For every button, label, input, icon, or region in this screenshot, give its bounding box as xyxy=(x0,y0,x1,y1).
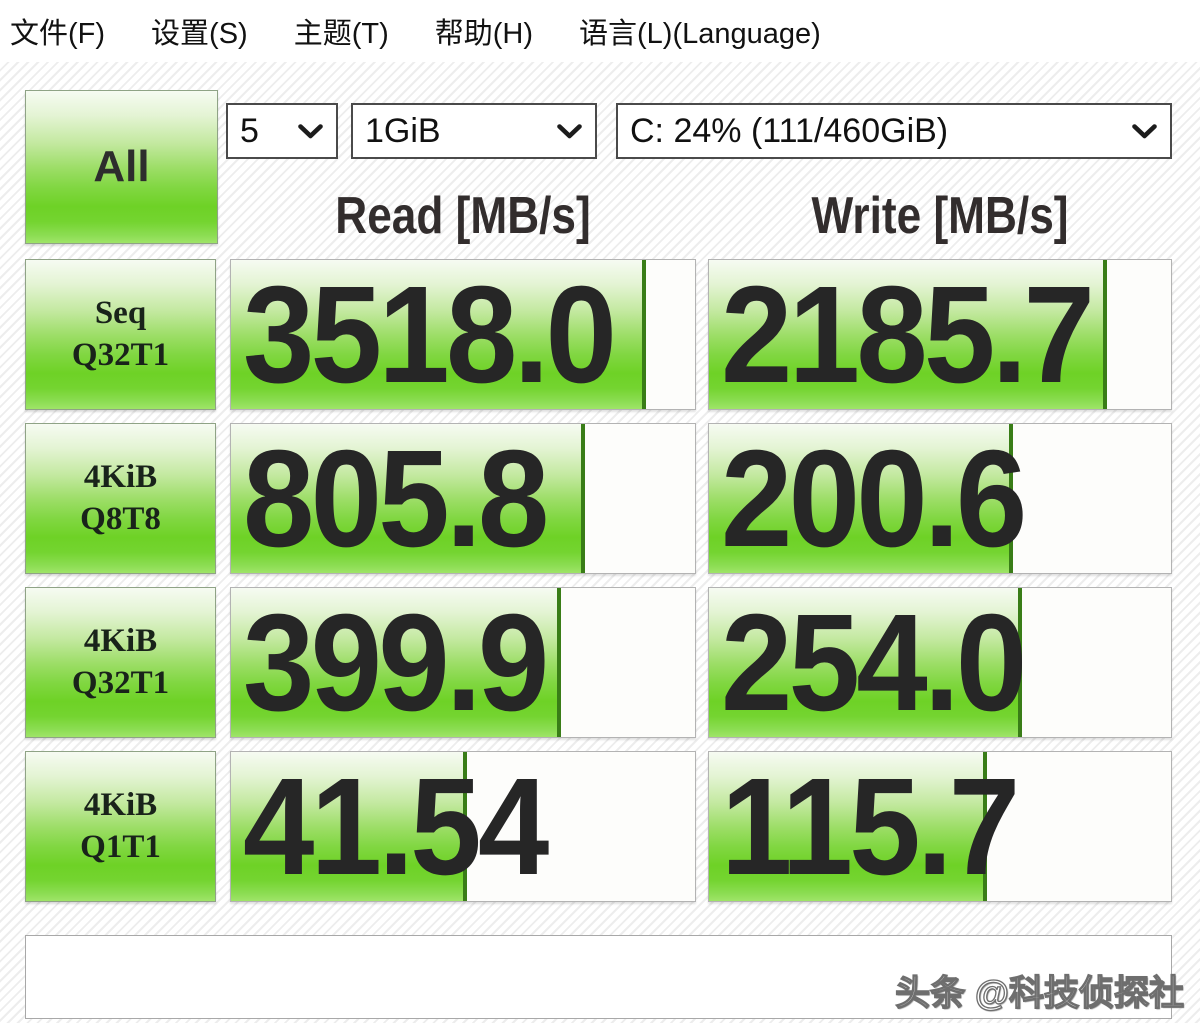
menu-item-theme[interactable]: 主题(T) xyxy=(293,18,389,50)
test-label-line1: 4KiB xyxy=(83,787,158,824)
test-label-button-4kib-q1t1[interactable]: 4KiB Q1T1 xyxy=(25,751,216,902)
menu-item-settings[interactable]: 设置(S) xyxy=(151,18,248,50)
read-result-bar xyxy=(231,752,468,901)
test-label-line2: Q8T8 xyxy=(80,500,161,537)
write-result-cell: 200.6 xyxy=(708,423,1172,574)
write-result-bar xyxy=(709,588,1022,737)
watermark-text: 头条 @科技侦探社 xyxy=(894,973,1184,1013)
menu-bar: 文件(F) 设置(S) 主题(T) 帮助(H) 语言(L)(Language) xyxy=(0,0,1200,62)
write-result-cell: 115.7 xyxy=(708,751,1172,902)
all-test-button[interactable]: All xyxy=(25,90,218,244)
test-label-line2: Q32T1 xyxy=(71,664,170,701)
target-drive-dropdown[interactable]: C: 24% (111/460GiB) xyxy=(616,103,1172,159)
test-label-button-4kib-q32t1[interactable]: 4KiB Q32T1 xyxy=(25,587,216,738)
read-result-value: 3518.0 xyxy=(243,259,617,410)
test-count-value: 5 xyxy=(240,111,259,150)
menu-item-file[interactable]: 文件(F) xyxy=(10,18,106,50)
write-result-bar xyxy=(709,424,1013,573)
write-result-value: 200.6 xyxy=(721,423,1027,574)
menu-item-help[interactable]: 帮助(H) xyxy=(434,18,533,50)
result-row-4kib-q8t8: 4KiB Q8T8 805.8 200.6 xyxy=(25,423,1172,574)
write-result-value: 115.7 xyxy=(721,751,1020,902)
results-grid: Seq Q32T1 3518.0 2185.7 4KiB Q8T8 xyxy=(25,259,1172,902)
write-result-value: 254.0 xyxy=(721,587,1027,738)
chevron-down-icon xyxy=(298,123,323,138)
test-count-dropdown[interactable]: 5 xyxy=(226,103,338,159)
chevron-down-icon xyxy=(557,123,582,138)
read-result-cell: 3518.0 xyxy=(230,259,696,410)
read-result-cell: 41.54 xyxy=(230,751,696,902)
test-label-button-4kib-q8t8[interactable]: 4KiB Q8T8 xyxy=(25,423,216,574)
menu-item-language[interactable]: 语言(L)(Language) xyxy=(579,18,821,50)
read-column-header: Read [MB/s] xyxy=(335,187,591,245)
test-size-dropdown[interactable]: 1GiB xyxy=(351,103,597,159)
test-size-value: 1GiB xyxy=(365,111,441,150)
read-result-bar xyxy=(231,260,647,409)
read-result-value: 399.9 xyxy=(243,587,549,738)
read-result-value: 805.8 xyxy=(243,423,549,574)
test-label-button-seq-q32t1[interactable]: Seq Q32T1 xyxy=(25,259,216,410)
test-label-line1: 4KiB xyxy=(83,459,158,496)
test-label-line2: Q1T1 xyxy=(80,828,161,865)
write-result-cell: 2185.7 xyxy=(708,259,1172,410)
result-row-4kib-q1t1: 4KiB Q1T1 41.54 115.7 xyxy=(25,751,1172,902)
test-label-line1: 4KiB xyxy=(83,623,158,660)
write-column-header: Write [MB/s] xyxy=(811,187,1069,245)
write-result-bar xyxy=(709,260,1108,409)
write-result-cell: 254.0 xyxy=(708,587,1172,738)
read-result-bar xyxy=(231,588,562,737)
write-result-bar xyxy=(709,752,987,901)
result-row-seq-q32t1: Seq Q32T1 3518.0 2185.7 xyxy=(25,259,1172,410)
target-drive-value: C: 24% (111/460GiB) xyxy=(630,111,949,150)
comment-input[interactable] xyxy=(25,935,1172,1019)
result-row-4kib-q32t1: 4KiB Q32T1 399.9 254.0 xyxy=(25,587,1172,738)
chevron-down-icon xyxy=(1132,123,1157,138)
read-result-cell: 399.9 xyxy=(230,587,696,738)
test-label-line2: Q32T1 xyxy=(71,336,170,373)
test-label-line1: Seq xyxy=(94,295,147,332)
read-result-cell: 805.8 xyxy=(230,423,696,574)
read-result-bar xyxy=(231,424,585,573)
read-result-value: 41.54 xyxy=(243,751,549,902)
write-result-value: 2185.7 xyxy=(721,259,1095,410)
app-background: All 5 1GiB C: 24% (111/460GiB) Read [MB/… xyxy=(0,62,1200,1023)
